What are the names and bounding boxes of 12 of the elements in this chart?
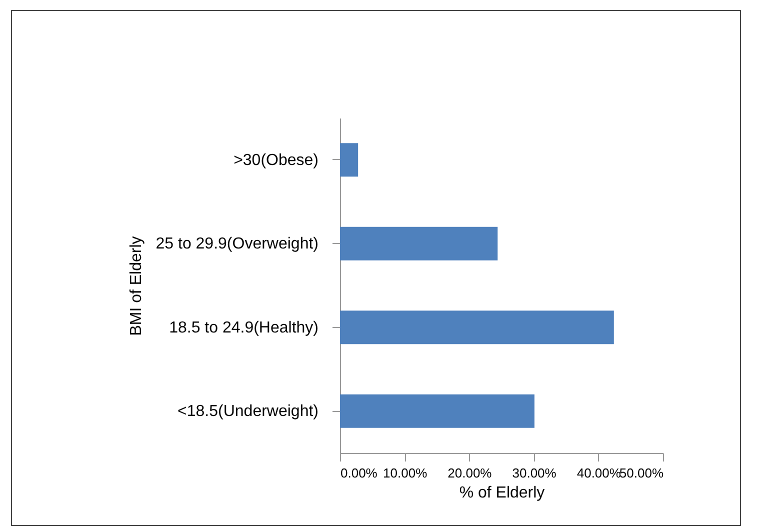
- x-tick-label: 30.00%: [512, 466, 557, 480]
- y-tick-label: >30(Obese): [234, 152, 318, 169]
- y-tick-label: 25 to 29.9(Overweight): [156, 236, 318, 253]
- y-axis-title: BMI of Elderly: [128, 236, 145, 336]
- y-tick-label: <18.5(Underweight): [178, 403, 318, 420]
- x-tick-label: 50.00%: [619, 466, 664, 480]
- x-tick-label: 0.00%: [340, 466, 378, 480]
- x-tick-label: 20.00%: [448, 466, 492, 480]
- x-tick-label: 10.00%: [383, 466, 428, 480]
- x-axis-title: % of Elderly: [459, 484, 545, 502]
- y-tick-label: 18.5 to 24.9(Healthy): [169, 319, 318, 336]
- x-tick-label: 40.00%: [576, 466, 622, 480]
